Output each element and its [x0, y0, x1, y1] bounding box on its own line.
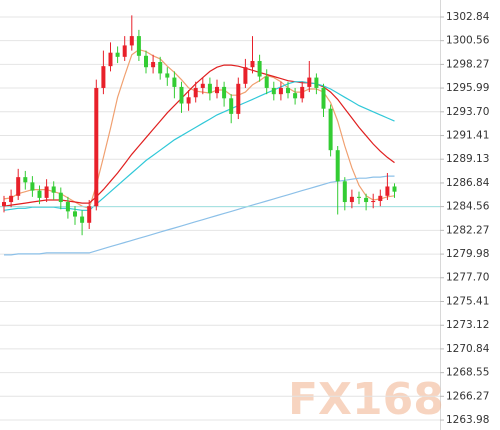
candle-body	[207, 83, 212, 94]
candle-body	[300, 86, 305, 99]
candle-body	[271, 87, 276, 95]
candle-body	[200, 83, 205, 88]
candle-body	[314, 77, 319, 88]
candle-body	[257, 60, 262, 77]
candle-body	[392, 186, 397, 192]
candle-body	[129, 36, 134, 46]
candle-body	[30, 182, 35, 191]
candle-body	[87, 206, 92, 223]
candle-body	[179, 86, 184, 104]
candle-body	[250, 60, 255, 68]
candle-body	[229, 98, 234, 114]
y-tick-label: 1277.70	[446, 272, 489, 284]
candle-body	[357, 196, 361, 198]
candle-body	[80, 216, 85, 223]
y-tick-label: 1266.27	[446, 390, 489, 402]
y-tick-label: 1270.84	[446, 343, 490, 355]
watermark: FX168	[288, 374, 444, 425]
candle-body	[122, 45, 127, 57]
candle-body	[94, 87, 99, 207]
candle-body	[115, 52, 120, 57]
candle-body	[307, 77, 312, 87]
candle-body	[73, 211, 77, 217]
candle-body	[165, 73, 170, 78]
candle-body	[65, 202, 70, 212]
candle-body	[335, 150, 340, 182]
y-tick-label: 1289.13	[446, 153, 489, 165]
y-tick-label: 1263.98	[446, 414, 489, 426]
candle-body	[385, 186, 390, 196]
candle-body	[2, 202, 6, 207]
candle-body	[16, 177, 21, 196]
candle-body	[264, 76, 269, 88]
y-tick-label: 1275.41	[446, 295, 489, 307]
candle-body	[328, 108, 333, 151]
candle-body	[378, 195, 383, 201]
candle-body	[222, 86, 227, 99]
candle-body	[371, 200, 376, 203]
moving-average-line	[3, 64, 395, 207]
candle-body	[193, 87, 198, 98]
y-tick-label: 1300.56	[446, 35, 490, 47]
candle-body	[23, 177, 28, 183]
candle-body	[51, 186, 56, 193]
candle-body	[215, 86, 219, 94]
y-tick-label: 1282.27	[446, 224, 489, 236]
y-tick-label: 1295.99	[446, 82, 489, 94]
y-tick-label: 1284.56	[446, 201, 490, 213]
candle-body	[236, 83, 241, 114]
candle-body	[342, 181, 347, 203]
y-tick-label: 1298.27	[446, 58, 489, 70]
candle-body	[58, 192, 63, 203]
y-tick-label: 1273.12	[446, 319, 489, 331]
y-tick-label: 1302.84	[446, 11, 490, 23]
moving-average-line	[4, 175, 395, 256]
candle-body	[186, 97, 191, 104]
candle-body	[321, 87, 326, 109]
candle-body	[158, 62, 163, 74]
y-tick-label: 1279.98	[446, 248, 489, 260]
candle-body	[172, 77, 177, 87]
candle-body	[278, 87, 283, 95]
moving-average-line	[3, 81, 395, 211]
candle-body	[286, 87, 290, 94]
candle-body	[349, 196, 354, 203]
moving-average-line	[3, 48, 395, 210]
candle-body	[101, 66, 106, 88]
candle-body	[364, 197, 369, 203]
candle-body	[243, 67, 248, 84]
candle-body	[293, 93, 298, 99]
candle-body	[9, 195, 14, 203]
candle-body	[136, 36, 141, 56]
candle-body	[151, 62, 156, 68]
y-tick-label: 1268.55	[446, 367, 489, 379]
candle-body	[37, 190, 42, 198]
y-tick-label: 1293.70	[446, 106, 489, 118]
candle-body	[108, 52, 113, 67]
candle-body	[144, 55, 148, 68]
y-tick-label: 1291.41	[446, 130, 489, 142]
y-tick-label: 1286.84	[446, 177, 490, 189]
candle-body	[44, 186, 49, 198]
